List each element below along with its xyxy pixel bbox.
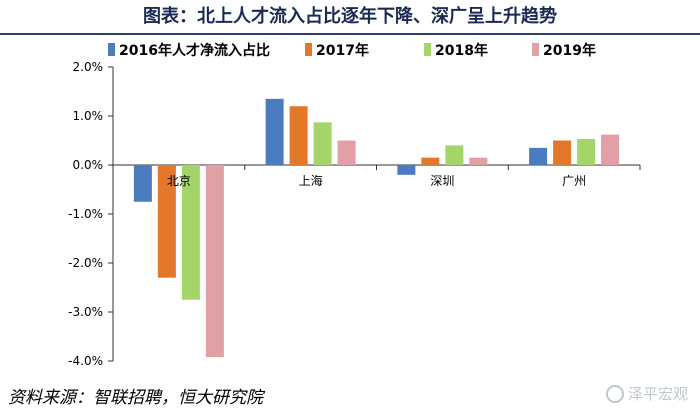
y-tick-label: 0.0% (73, 158, 104, 172)
category-labels: 北京 上海 深圳 广州 (167, 165, 641, 188)
legend-label: 2016年人才净流入占比 (119, 42, 270, 59)
legend-item: 2018年 (424, 42, 488, 59)
bar-上海-2 (313, 122, 332, 165)
legend-swatch (305, 43, 312, 56)
bar-广州-1 (553, 140, 572, 165)
bar-北京-1 (157, 165, 176, 278)
category-label: 上海 (299, 173, 323, 188)
bar-深圳-0 (397, 165, 416, 175)
category-label: 深圳 (430, 174, 454, 188)
watermark-text: 泽平宏观 (627, 385, 688, 403)
bar-北京-2 (181, 165, 200, 300)
bar-深圳-2 (445, 145, 464, 165)
bar-广州-0 (529, 147, 548, 165)
wechat-icon (605, 384, 624, 403)
bar-北京-0 (133, 165, 152, 202)
category-label: 北京 (167, 174, 191, 188)
y-tick-label: -3.0% (68, 305, 103, 319)
bar-深圳-3 (469, 157, 488, 165)
bars-group (133, 98, 620, 358)
bar-广州-3 (601, 134, 620, 165)
bar-广州-2 (577, 139, 596, 165)
y-tick-label: 2.0% (73, 60, 104, 74)
y-tick-label: -4.0% (68, 354, 103, 368)
legend-item: 2019年 (532, 42, 596, 59)
legend-item: 2017年 (305, 42, 369, 59)
bar-上海-3 (337, 140, 356, 165)
chart-title: 图表：北上人才流入占比逐年下降、深广呈上升趋势 (0, 0, 700, 35)
y-tick-label: -1.0% (68, 207, 103, 221)
legend-swatch (424, 43, 431, 56)
legend-label: 2017年 (316, 42, 369, 59)
bar-上海-0 (265, 98, 284, 165)
y-tick-label: -2.0% (68, 256, 103, 270)
category-label: 广州 (562, 174, 586, 188)
legend-label: 2018年 (435, 42, 488, 59)
bar-chart: 2016年人才净流入占比 2017年 2018年 2019年 2.0% 1.0% 0.0%… (68, 42, 641, 368)
y-axis: 2.0% 1.0% 0.0% -1.0% -2.0% -3.0% -4.0% (68, 60, 640, 368)
watermark: 泽平宏观 (605, 383, 688, 404)
legend-label: 2019年 (543, 42, 596, 59)
legend-swatch (108, 43, 115, 56)
legend-item: 2016年人才净流入占比 (108, 42, 270, 59)
bar-深圳-1 (421, 157, 440, 165)
legend: 2016年人才净流入占比 2017年 2018年 2019年 (108, 42, 596, 59)
legend-swatch (532, 43, 539, 56)
bar-北京-3 (205, 165, 224, 358)
bar-上海-1 (289, 106, 308, 165)
y-tick-label: 1.0% (73, 109, 104, 123)
source-note: 资料来源：智联招聘，恒大研究院 (8, 388, 263, 408)
